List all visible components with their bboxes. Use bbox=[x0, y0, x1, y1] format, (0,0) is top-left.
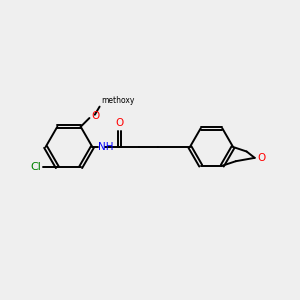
Text: NH: NH bbox=[98, 142, 114, 152]
Text: methoxy: methoxy bbox=[101, 96, 134, 105]
Text: Cl: Cl bbox=[30, 162, 41, 172]
Text: O: O bbox=[92, 111, 100, 121]
Text: O: O bbox=[258, 153, 266, 163]
Text: O: O bbox=[115, 118, 124, 128]
